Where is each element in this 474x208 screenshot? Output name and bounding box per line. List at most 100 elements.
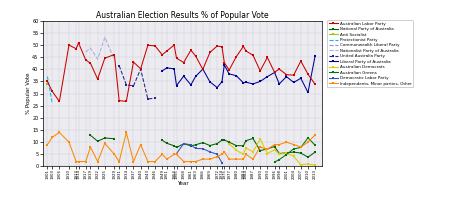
Democratic Labor Party (181, 142, 187, 145)
Australian Democrats (257, 138, 263, 140)
Nationalist Party of Australia (111, 58, 117, 61)
Independents, Minor parties, Other (221, 151, 227, 153)
Liberal Party of Australia (305, 91, 311, 94)
Australian Labor Party (171, 44, 177, 46)
Australian Democrats (291, 155, 296, 157)
Australian Labor Party (45, 80, 50, 83)
Independents, Minor parties, Other (207, 158, 213, 160)
National Party of Australia (88, 134, 93, 137)
Australian Democrats (241, 153, 246, 156)
Independents, Minor parties, Other (305, 141, 311, 143)
Independents, Minor parties, Other (73, 160, 79, 163)
Independents, Minor parties, Other (88, 146, 93, 148)
Australian Labor Party (233, 56, 239, 58)
Independents, Minor parties, Other (76, 160, 82, 163)
Independents, Minor parties, Other (272, 143, 277, 146)
Australian Greens (298, 146, 304, 149)
Australian Labor Party (73, 47, 79, 50)
Australian Democrats (298, 163, 304, 166)
Liberal Party of Australia (171, 68, 177, 70)
Australian Labor Party (95, 78, 100, 80)
Independents, Minor parties, Other (241, 158, 246, 160)
Nationalist Party of Australia (88, 47, 93, 49)
Independents, Minor parties, Other (56, 131, 62, 134)
Independents, Minor parties, Other (257, 146, 263, 148)
Australian Labor Party (305, 73, 311, 76)
Australian Democrats (250, 151, 256, 153)
Independents, Minor parties, Other (181, 160, 187, 163)
Australian Labor Party (49, 90, 55, 93)
Independents, Minor parties, Other (312, 134, 318, 136)
Australian Labor Party (76, 42, 82, 44)
Line: Australian Greens: Australian Greens (273, 137, 316, 163)
Australian Labor Party (298, 60, 304, 62)
Democratic Labor Party (173, 152, 179, 155)
Liberal Party of Australia (283, 75, 289, 78)
Australian Greens (312, 144, 318, 146)
Nationalist Party of Australia (102, 36, 108, 38)
Line: Liberal Party of Australia: Liberal Party of Australia (161, 55, 316, 93)
Independents, Minor parties, Other (102, 142, 108, 145)
Independents, Minor parties, Other (298, 146, 304, 148)
Australian Labor Party (214, 45, 220, 47)
Nationalist Party of Australia (95, 58, 100, 60)
Australian Labor Party (111, 53, 117, 56)
Independents, Minor parties, Other (243, 153, 249, 156)
Independents, Minor parties, Other (200, 158, 206, 160)
Australian Labor Party (219, 46, 225, 48)
Australian Labor Party (264, 56, 270, 59)
Liberal Party of Australia (181, 75, 187, 77)
Liberal Party of Australia (159, 69, 165, 72)
Independents, Minor parties, Other (116, 160, 122, 163)
Line: Democratic Labor Party: Democratic Labor Party (175, 142, 223, 164)
Australian Democrats (312, 164, 318, 166)
Liberal Party of Australia (241, 82, 246, 84)
Protectionist Party (49, 102, 55, 105)
Line: United Australia Party: United Australia Party (118, 65, 156, 100)
Australian Greens (305, 136, 311, 139)
Democratic Labor Party (200, 147, 206, 150)
Legend: Australian Labor Party, National Party of Australia, Anti Socialist, Protectioni: Australian Labor Party, National Party o… (327, 20, 413, 87)
Australian Democrats (233, 149, 239, 152)
Nationalist Party of Australia (83, 51, 89, 53)
United Australia Party (123, 84, 129, 86)
Independents, Minor parties, Other (95, 160, 100, 163)
Liberal Party of Australia (188, 84, 194, 86)
Australian Labor Party (123, 100, 129, 103)
Independents, Minor parties, Other (83, 160, 89, 163)
Australian Labor Party (241, 45, 246, 47)
Independents, Minor parties, Other (233, 158, 239, 160)
Independents, Minor parties, Other (193, 160, 199, 163)
Australian Labor Party (181, 61, 187, 64)
Independents, Minor parties, Other (164, 158, 170, 160)
Australian Democrats (243, 147, 249, 149)
Independents, Minor parties, Other (49, 136, 55, 139)
Liberal Party of Australia (298, 77, 304, 79)
Australian Greens (276, 158, 282, 161)
Independents, Minor parties, Other (283, 141, 289, 143)
Liberal Party of Australia (193, 75, 199, 78)
Title: Australian Election Results % of Popular Vote: Australian Election Results % of Popular… (96, 11, 269, 20)
Protectionist Party (45, 75, 50, 78)
Independents, Minor parties, Other (291, 143, 296, 146)
Democratic Labor Party (214, 153, 220, 156)
Australian Democrats (305, 163, 311, 165)
Australian Labor Party (257, 69, 263, 72)
Independents, Minor parties, Other (123, 131, 129, 134)
Independents, Minor parties, Other (188, 160, 194, 163)
Australian Labor Party (102, 57, 108, 59)
Australian Labor Party (272, 71, 277, 73)
Australian Labor Party (243, 50, 249, 52)
Democratic Labor Party (193, 147, 199, 150)
United Australia Party (138, 68, 144, 70)
Independents, Minor parties, Other (145, 160, 151, 163)
Liberal Party of Australia (264, 75, 270, 78)
Line: Nationalist Party of Australia: Nationalist Party of Australia (86, 37, 114, 60)
Australian Labor Party (312, 83, 318, 86)
Liberal Party of Australia (214, 86, 220, 89)
Independents, Minor parties, Other (219, 153, 225, 156)
Australian Democrats (226, 142, 232, 145)
Independents, Minor parties, Other (173, 153, 179, 156)
National Party of Australia (111, 137, 117, 140)
Australian Labor Party (56, 100, 62, 103)
